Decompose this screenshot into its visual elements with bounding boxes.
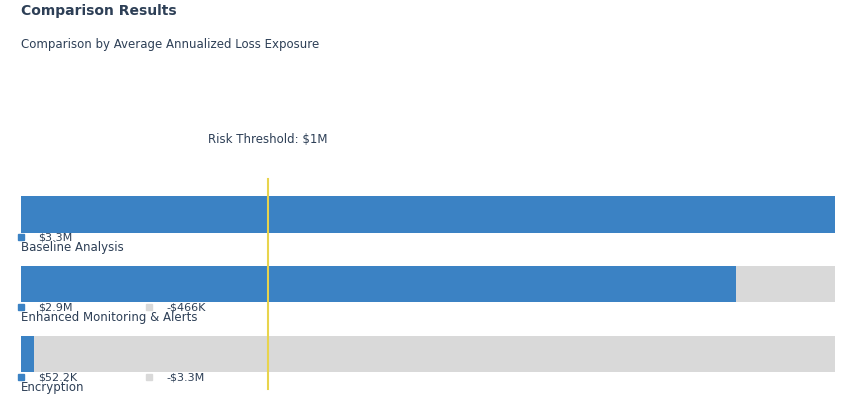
Text: -$466K: -$466K: [167, 302, 206, 312]
Text: Baseline Analysis: Baseline Analysis: [21, 241, 124, 254]
Text: Enhanced Monitoring & Alerts: Enhanced Monitoring & Alerts: [21, 311, 197, 324]
Text: Risk Threshold: $1M: Risk Threshold: $1M: [208, 133, 327, 146]
Bar: [21, 336, 34, 372]
Bar: [34, 336, 835, 372]
Text: Comparison by Average Annualized Loss Exposure: Comparison by Average Annualized Loss Ex…: [21, 38, 319, 50]
Bar: [21, 266, 736, 302]
Text: Comparison Results: Comparison Results: [21, 4, 177, 18]
Text: $3.3M: $3.3M: [38, 232, 72, 242]
Text: Encryption: Encryption: [21, 381, 84, 394]
Text: -$3.3M: -$3.3M: [167, 372, 205, 382]
Text: $52.2K: $52.2K: [38, 372, 78, 382]
Bar: [21, 196, 835, 233]
Text: $2.9M: $2.9M: [38, 302, 72, 312]
Bar: [736, 266, 835, 302]
